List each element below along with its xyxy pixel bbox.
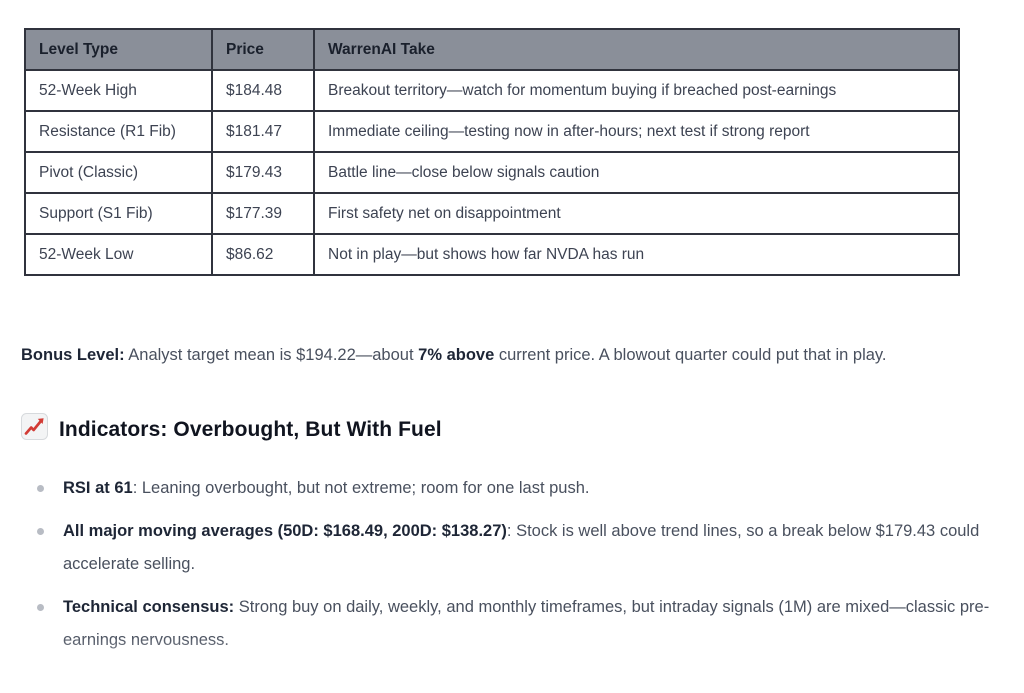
- level-cell: Support (S1 Fib): [24, 192, 213, 235]
- bullet-bold: RSI at 61: [63, 479, 133, 497]
- bullet-bold: Technical consensus:: [63, 598, 235, 616]
- chart-increasing-icon: [21, 413, 48, 446]
- price-cell: $177.39: [211, 192, 315, 235]
- level-cell: Pivot (Classic): [24, 151, 213, 194]
- bonus-bold-percent: 7% above: [418, 346, 495, 364]
- indicators-heading-text: Indicators: Overbought, But With Fuel: [59, 417, 442, 441]
- take-cell: Breakout territory—watch for momentum bu…: [313, 69, 960, 112]
- table-row: 52-Week High $184.48 Breakout territory—…: [24, 69, 960, 112]
- table-row: Support (S1 Fib) $177.39 First safety ne…: [24, 192, 960, 235]
- column-header-level-type: Level Type: [24, 28, 213, 71]
- list-item: All major moving averages (50D: $168.49,…: [21, 515, 994, 581]
- bullet-rest: : Stock is well above trend lines, so a …: [63, 522, 980, 573]
- list-item: RSI at 61: Leaning overbought, but not e…: [21, 472, 994, 505]
- table-row: Pivot (Classic) $179.43 Battle line—clos…: [24, 151, 960, 194]
- bullet-dot: [37, 528, 44, 535]
- bullet-text: Technical consensus: Strong buy on daily…: [63, 598, 989, 649]
- take-cell: Battle line—close below signals caution: [313, 151, 960, 194]
- bonus-text-2: current price. A blowout quarter could p…: [494, 346, 887, 364]
- level-cell: 52-Week Low: [24, 233, 213, 276]
- price-levels-table: Level Type Price WarrenAI Take 52-Week H…: [24, 28, 960, 276]
- column-header-price: Price: [211, 28, 315, 71]
- bullet-rest: : Leaning overbought, but not extreme; r…: [132, 479, 590, 497]
- indicators-list: RSI at 61: Leaning overbought, but not e…: [21, 472, 994, 657]
- bonus-text-1: Analyst target mean is $194.22—about: [124, 346, 419, 364]
- price-cell: $181.47: [211, 110, 315, 153]
- indicators-heading: Indicators: Overbought, But With Fuel: [21, 413, 994, 446]
- document-page: Level Type Price WarrenAI Take 52-Week H…: [21, 28, 994, 657]
- price-cell: $86.62: [211, 233, 315, 276]
- bullet-bold: All major moving averages (50D: $168.49,…: [63, 522, 507, 540]
- level-cell: Resistance (R1 Fib): [24, 110, 213, 153]
- bullet-text: All major moving averages (50D: $168.49,…: [63, 522, 979, 573]
- price-cell: $184.48: [211, 69, 315, 112]
- bullet-dot: [37, 485, 44, 492]
- take-cell: Immediate ceiling—testing now in after-h…: [313, 110, 960, 153]
- column-header-warrenai-take: WarrenAI Take: [313, 28, 960, 71]
- level-cell: 52-Week High: [24, 69, 213, 112]
- table-row: Resistance (R1 Fib) $181.47 Immediate ce…: [24, 110, 960, 153]
- bonus-level-paragraph: Bonus Level: Analyst target mean is $194…: [21, 339, 994, 372]
- bullet-dot: [37, 604, 44, 611]
- table-row: 52-Week Low $86.62 Not in play—but shows…: [24, 233, 960, 276]
- list-item: Technical consensus: Strong buy on daily…: [21, 591, 994, 657]
- take-cell: First safety net on disappointment: [313, 192, 960, 235]
- bonus-level-label: Bonus Level:: [21, 346, 125, 364]
- bullet-text: RSI at 61: Leaning overbought, but not e…: [63, 479, 589, 497]
- take-cell: Not in play—but shows how far NVDA has r…: [313, 233, 960, 276]
- table-header-row: Level Type Price WarrenAI Take: [24, 28, 960, 71]
- price-cell: $179.43: [211, 151, 315, 194]
